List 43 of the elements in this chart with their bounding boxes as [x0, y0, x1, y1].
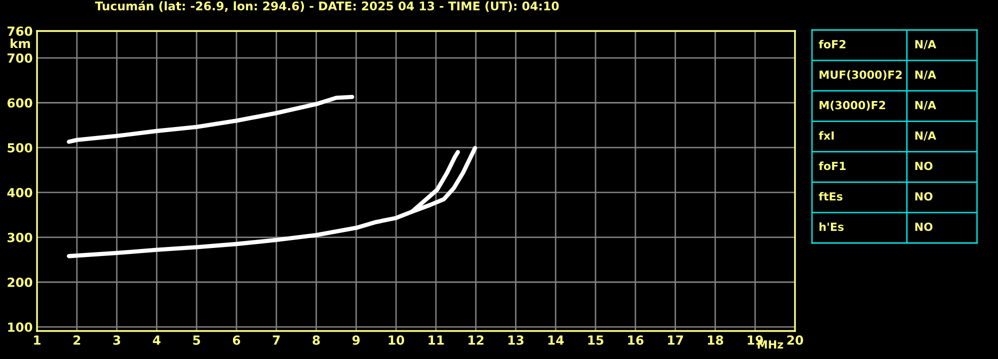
- x-tick-label: 8: [312, 335, 320, 345]
- y-tick-label: 100: [8, 322, 32, 332]
- x-tick-label: 4: [152, 336, 160, 345]
- x-tick-label: 3: [113, 335, 120, 345]
- x-tick-label: 5: [193, 336, 200, 345]
- text: N/A: [915, 70, 936, 80]
- x-tick-label: 9: [352, 335, 360, 345]
- x-tick-label: 1: [34, 336, 40, 345]
- x-tick-label: 16: [628, 335, 644, 345]
- y-tick-label: 200: [8, 278, 32, 288]
- x-tick-label: 15: [588, 336, 604, 345]
- text: N/A: [915, 40, 936, 50]
- x-tick-label: 2: [74, 335, 80, 345]
- y-tick-label: 700: [8, 53, 32, 63]
- y-tick-label: 300: [8, 232, 32, 242]
- text: NO: [915, 162, 932, 170]
- x-tick-label: 7: [272, 336, 280, 345]
- y-tick-label: 500: [8, 143, 32, 153]
- text: N/A: [915, 131, 936, 141]
- x-tick-label: 12: [468, 335, 484, 345]
- x-tick-label: 20: [787, 335, 804, 345]
- text: MUF(3000)F2: [820, 70, 902, 80]
- text: NO: [915, 192, 932, 201]
- text: ftEs: [818, 192, 842, 201]
- x-tick-label: 13: [508, 335, 524, 345]
- chart-title: Tucumán (lat: -26.9, lon: 294.6) - DATE: 2025 04 13 - TIME (UT): 04:10: [95, 0, 559, 12]
- y-tick-label: 400: [7, 188, 32, 198]
- text: M(3000)F2: [820, 100, 886, 111]
- text: h'Es: [820, 222, 844, 232]
- x-tick-label: 17: [668, 336, 684, 345]
- text: foF1: [818, 162, 846, 170]
- text: N/A: [915, 101, 936, 110]
- text: NO: [915, 222, 932, 232]
- y-tick-label: 760: [8, 26, 32, 36]
- x-tick-label: 18: [708, 335, 724, 345]
- x-tick-label: 10: [388, 335, 404, 345]
- x-tick-label: 11: [428, 336, 444, 345]
- text: fxI: [818, 131, 834, 140]
- x-tick-label: 6: [232, 335, 240, 345]
- y-tick-label: 600: [8, 98, 32, 108]
- x-tick-label: 14: [548, 336, 564, 345]
- y-axis-title: km: [10, 38, 30, 48]
- text: foF2: [818, 40, 846, 48]
